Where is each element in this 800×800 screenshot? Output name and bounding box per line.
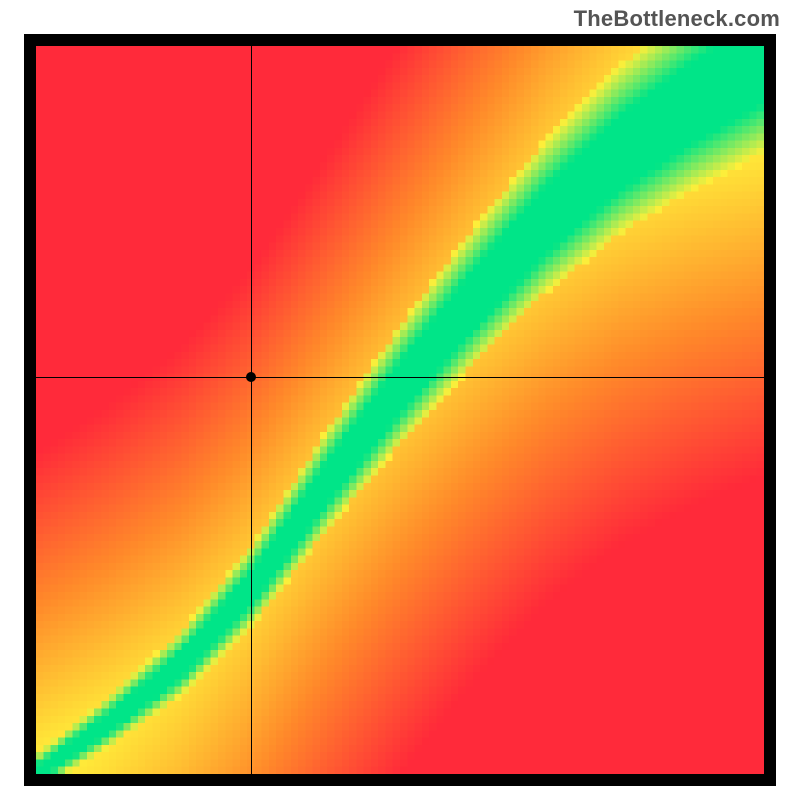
heatmap-plot bbox=[36, 46, 764, 774]
bottleneck-marker bbox=[246, 372, 256, 382]
crosshair-horizontal bbox=[36, 377, 764, 378]
heatmap-canvas bbox=[36, 46, 764, 774]
chart-frame bbox=[24, 34, 776, 786]
chart-wrapper: TheBottleneck.com bbox=[0, 0, 800, 800]
watermark-text: TheBottleneck.com bbox=[574, 6, 780, 32]
crosshair-vertical bbox=[251, 46, 252, 774]
